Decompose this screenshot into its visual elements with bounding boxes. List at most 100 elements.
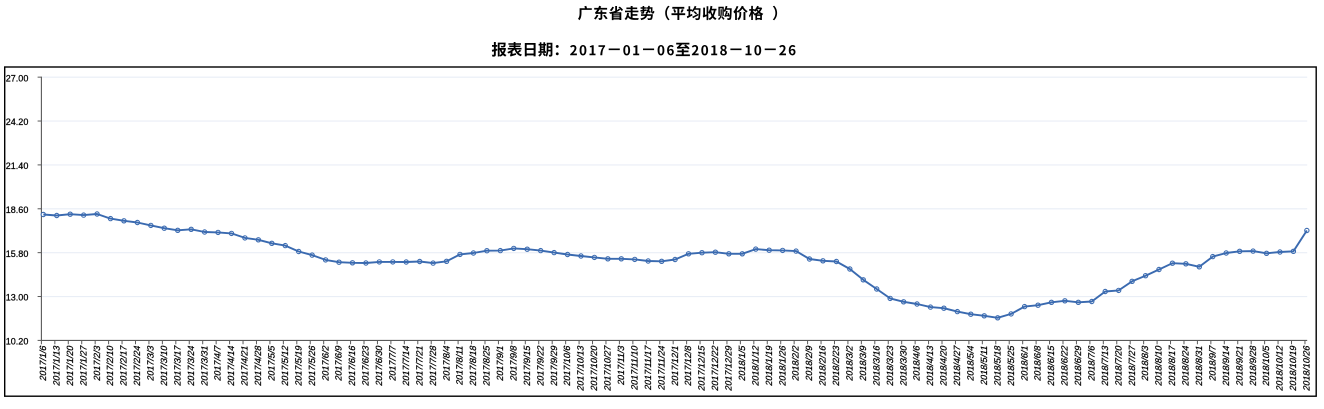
svg-text:2018/9/7: 2018/9/7 — [1208, 344, 1218, 381]
svg-text:2018/5/4: 2018/5/4 — [966, 344, 976, 381]
svg-text:2018/8/10: 2018/8/10 — [1154, 344, 1164, 386]
svg-text:2017/9/15: 2017/9/15 — [522, 344, 532, 386]
svg-text:2018/2/23: 2018/2/23 — [831, 344, 841, 386]
svg-text:2017/8/18: 2017/8/18 — [468, 344, 478, 386]
svg-text:2017/11/24: 2017/11/24 — [656, 344, 666, 391]
svg-text:2017/3/17: 2017/3/17 — [173, 344, 183, 386]
svg-text:2017/9/8: 2017/9/8 — [509, 344, 519, 381]
svg-text:2017/5/5: 2017/5/5 — [267, 344, 277, 381]
svg-text:2017/10/13: 2017/10/13 — [576, 344, 586, 391]
svg-text:2017/8/4: 2017/8/4 — [441, 344, 451, 381]
svg-text:2018/5/18: 2018/5/18 — [992, 344, 1002, 386]
svg-text:2018/4/6: 2018/4/6 — [912, 344, 922, 381]
svg-text:2017/12/15: 2017/12/15 — [697, 344, 707, 391]
svg-text:2018/5/25: 2018/5/25 — [1006, 344, 1016, 386]
svg-text:2018/6/1: 2018/6/1 — [1019, 344, 1029, 381]
svg-text:2018/10/26: 2018/10/26 — [1302, 344, 1312, 391]
svg-text:2018/10/19: 2018/10/19 — [1288, 344, 1298, 391]
svg-text:2018/10/12: 2018/10/12 — [1275, 344, 1285, 391]
svg-text:2017/7/7: 2017/7/7 — [388, 344, 398, 381]
svg-text:2018/6/15: 2018/6/15 — [1046, 344, 1056, 386]
svg-text:15.80: 15.80 — [6, 249, 29, 259]
svg-text:2017/2/24: 2017/2/24 — [132, 344, 142, 386]
svg-text:2017/12/29: 2017/12/29 — [724, 344, 734, 391]
svg-text:2017/4/14: 2017/4/14 — [226, 344, 236, 386]
svg-text:2018/3/23: 2018/3/23 — [885, 344, 895, 386]
svg-text:2017/6/23: 2017/6/23 — [361, 344, 371, 386]
svg-text:2017/4/7: 2017/4/7 — [213, 344, 223, 381]
svg-text:2017/4/21: 2017/4/21 — [240, 344, 250, 386]
svg-text:2017/7/14: 2017/7/14 — [401, 344, 411, 386]
svg-text:2018/9/21: 2018/9/21 — [1234, 344, 1244, 386]
svg-text:24.20: 24.20 — [6, 117, 29, 127]
svg-text:2017/6/2: 2017/6/2 — [320, 344, 330, 381]
svg-text:2017/2/17: 2017/2/17 — [119, 344, 129, 386]
svg-text:2017/3/24: 2017/3/24 — [186, 344, 196, 386]
svg-text:2018/7/13: 2018/7/13 — [1100, 344, 1110, 386]
svg-text:2017/7/21: 2017/7/21 — [414, 344, 424, 386]
svg-text:2017/12/22: 2017/12/22 — [710, 344, 720, 391]
svg-text:2017/3/3: 2017/3/3 — [146, 344, 156, 381]
svg-text:2018/9/28: 2018/9/28 — [1248, 344, 1258, 386]
svg-text:21.40: 21.40 — [6, 161, 29, 171]
svg-text:2017/5/19: 2017/5/19 — [294, 344, 304, 386]
svg-text:2017/2/3: 2017/2/3 — [92, 344, 102, 381]
svg-text:2018/2/2: 2018/2/2 — [791, 344, 801, 381]
svg-text:2017/3/10: 2017/3/10 — [159, 344, 169, 386]
svg-text:2018/1/12: 2018/1/12 — [751, 344, 761, 386]
svg-text:2018/4/27: 2018/4/27 — [952, 344, 962, 386]
svg-text:2018/8/31: 2018/8/31 — [1194, 344, 1204, 386]
svg-text:2017/6/9: 2017/6/9 — [334, 344, 344, 381]
svg-text:2018/3/30: 2018/3/30 — [898, 344, 908, 386]
svg-text:2017/12/1: 2017/12/1 — [670, 344, 680, 386]
svg-text:2017/8/25: 2017/8/25 — [482, 344, 492, 386]
svg-text:2017/6/30: 2017/6/30 — [374, 344, 384, 386]
svg-text:2018/8/3: 2018/8/3 — [1140, 344, 1150, 381]
svg-text:2018/3/9: 2018/3/9 — [858, 344, 868, 381]
svg-text:2017/11/10: 2017/11/10 — [630, 344, 640, 391]
svg-text:2017/10/27: 2017/10/27 — [603, 344, 613, 391]
svg-text:2017/3/31: 2017/3/31 — [199, 344, 209, 386]
svg-text:2018/6/22: 2018/6/22 — [1060, 344, 1070, 386]
svg-text:2018/7/6: 2018/7/6 — [1087, 344, 1097, 381]
svg-text:2017/5/12: 2017/5/12 — [280, 344, 290, 386]
svg-text:2018/2/16: 2018/2/16 — [818, 344, 828, 386]
svg-text:2017/9/1: 2017/9/1 — [495, 344, 505, 381]
svg-text:2017/7/28: 2017/7/28 — [428, 344, 438, 386]
svg-text:2017/8/11: 2017/8/11 — [455, 344, 465, 386]
svg-text:2018/6/29: 2018/6/29 — [1073, 344, 1083, 386]
svg-text:18.60: 18.60 — [6, 205, 29, 215]
svg-text:2018/8/24: 2018/8/24 — [1181, 344, 1191, 386]
svg-text:2018/8/17: 2018/8/17 — [1167, 344, 1177, 386]
svg-text:13.00: 13.00 — [6, 293, 29, 303]
svg-text:2018/3/16: 2018/3/16 — [872, 344, 882, 386]
svg-text:2017/11/17: 2017/11/17 — [643, 344, 653, 391]
svg-text:2017/12/8: 2017/12/8 — [683, 344, 693, 386]
svg-text:2018/1/26: 2018/1/26 — [777, 344, 787, 386]
svg-text:2017/1/6: 2017/1/6 — [38, 344, 48, 381]
svg-text:2018/5/11: 2018/5/11 — [979, 344, 989, 386]
svg-text:2018/4/13: 2018/4/13 — [925, 344, 935, 386]
svg-text:2018/7/20: 2018/7/20 — [1113, 344, 1123, 386]
svg-text:2018/1/5: 2018/1/5 — [737, 344, 747, 381]
svg-text:2018/9/14: 2018/9/14 — [1221, 344, 1231, 386]
svg-text:27.00: 27.00 — [6, 73, 29, 83]
svg-text:2017/10/20: 2017/10/20 — [589, 344, 599, 391]
svg-text:2018/7/27: 2018/7/27 — [1127, 344, 1137, 386]
svg-text:10.20: 10.20 — [6, 337, 29, 347]
svg-text:2017/5/26: 2017/5/26 — [307, 344, 317, 386]
svg-text:2017/1/13: 2017/1/13 — [52, 344, 62, 386]
svg-text:2018/10/5: 2018/10/5 — [1261, 344, 1271, 386]
svg-text:2017/6/16: 2017/6/16 — [347, 344, 357, 386]
svg-text:2018/2/9: 2018/2/9 — [804, 344, 814, 381]
svg-text:2018/6/8: 2018/6/8 — [1033, 344, 1043, 381]
svg-text:2017/9/22: 2017/9/22 — [535, 344, 545, 386]
svg-text:2017/9/29: 2017/9/29 — [549, 344, 559, 386]
svg-text:2017/4/28: 2017/4/28 — [253, 344, 263, 386]
svg-text:2018/1/19: 2018/1/19 — [764, 344, 774, 386]
svg-text:2017/1/27: 2017/1/27 — [78, 344, 88, 386]
svg-text:2018/3/2: 2018/3/2 — [845, 344, 855, 381]
svg-text:2017/2/10: 2017/2/10 — [105, 344, 115, 386]
svg-text:2017/10/6: 2017/10/6 — [562, 344, 572, 386]
svg-text:2017/1/20: 2017/1/20 — [65, 344, 75, 386]
